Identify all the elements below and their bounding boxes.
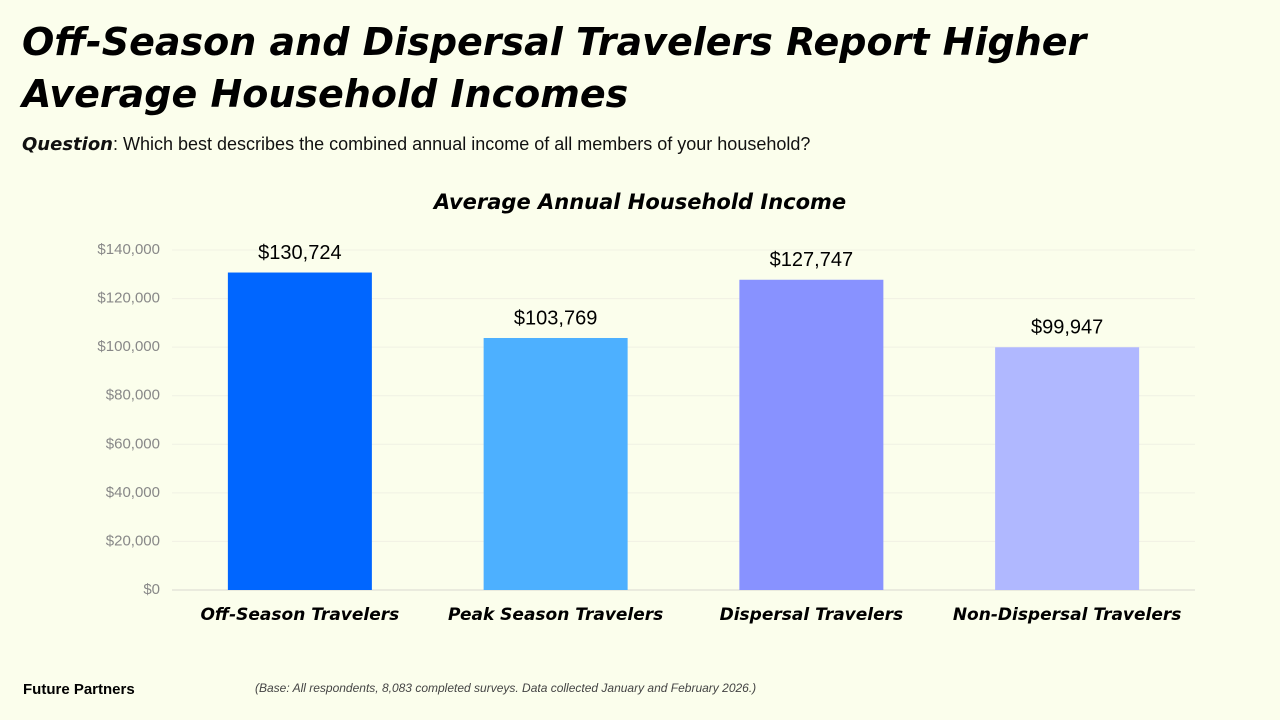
y-tick-label: $20,000 — [106, 532, 160, 549]
question-text: : Which best describes the combined annu… — [113, 134, 811, 154]
y-tick-label: $80,000 — [106, 387, 160, 404]
slide-title: Off-Season and Dispersal Travelers Repor… — [22, 20, 1087, 116]
y-tick-label: $0 — [143, 581, 160, 598]
value-label: $130,724 — [258, 242, 341, 264]
value-label: $127,747 — [770, 249, 853, 271]
footnote: (Base: All respondents, 8,083 completed … — [255, 681, 757, 695]
chart-title: Average Annual Household Income — [432, 190, 846, 214]
bar — [227, 272, 372, 590]
bar — [995, 347, 1140, 590]
y-tick-label: $120,000 — [97, 290, 160, 307]
brand: Future Partners — [23, 681, 135, 698]
bar — [739, 279, 884, 590]
question: Question: Which best describes the combi… — [22, 134, 810, 155]
x-tick-label: Off-Season Travelers — [200, 605, 399, 625]
value-label: $99,947 — [1031, 317, 1103, 339]
value-label: $103,769 — [514, 307, 597, 329]
x-tick-label: Dispersal Travelers — [720, 605, 904, 625]
y-tick-label: $60,000 — [106, 435, 160, 452]
question-label: Question — [22, 134, 113, 155]
x-tick-label: Non-Dispersal Travelers — [953, 605, 1182, 625]
y-tick-label: $100,000 — [97, 338, 160, 355]
y-tick-label: $140,000 — [97, 241, 160, 258]
x-tick-label: Peak Season Travelers — [448, 605, 663, 625]
bar — [483, 337, 628, 590]
y-tick-label: $40,000 — [106, 484, 160, 501]
